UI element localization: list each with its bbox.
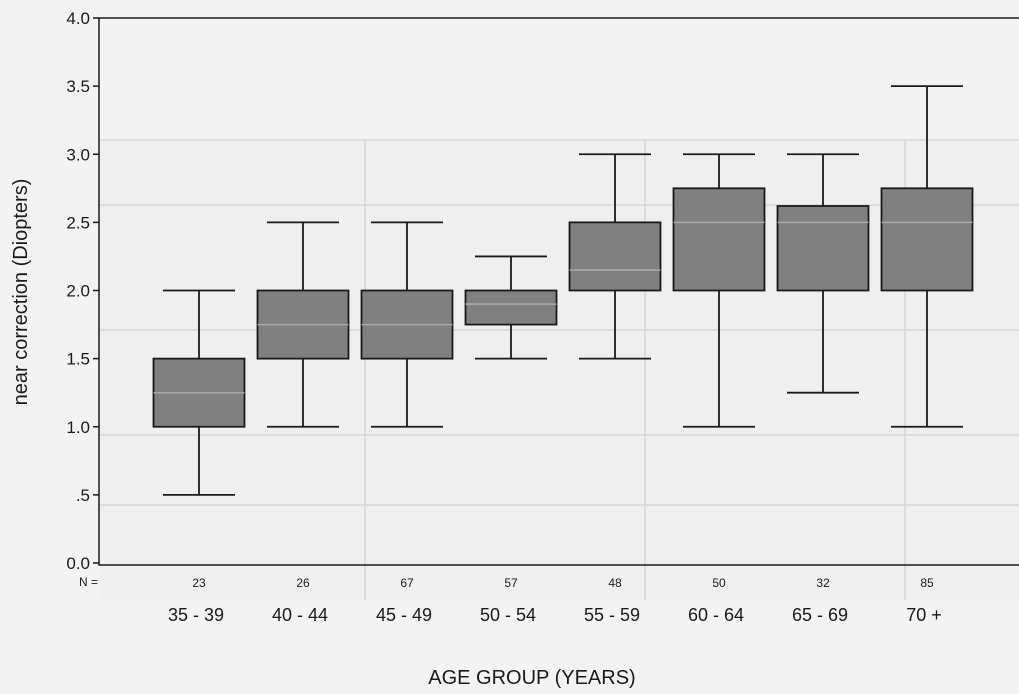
box-45-49 [360,221,454,428]
iqr-box [464,289,558,326]
x-tick-label: 55 - 59 [584,605,640,625]
n-label: N = [79,575,98,589]
y-tick-label: .5 [76,486,90,505]
iqr-box [672,187,766,292]
y-tick-label: 4.0 [66,9,90,28]
iqr-box [568,221,662,292]
x-axis-label: AGE GROUP (YEARS) [428,667,635,689]
n-count: 85 [920,576,934,590]
x-axis: N = 23 35 - 39 26 40 - 44 67 45 - 49 57 50 - 54 4… [79,575,942,625]
y-tick-label: 1.0 [66,418,90,437]
x-tick-label: 50 - 54 [480,605,536,625]
y-tick-label: 2.0 [66,282,90,301]
x-tick-label: 45 - 49 [376,605,432,625]
box-35-39 [152,289,246,496]
y-tick-label: 3.5 [66,77,90,96]
x-tick-label: 65 - 69 [792,605,848,625]
box-60-64 [672,153,766,428]
iqr-box [880,187,974,292]
n-count: 67 [400,576,414,590]
n-count: 26 [296,576,310,590]
n-count: 32 [816,576,830,590]
box-70plus [880,85,974,428]
box-65-69 [776,153,870,394]
box-series [152,85,974,496]
y-tick-label: 2.5 [66,213,90,232]
x-tick-label: 70 + [906,605,942,625]
y-tick-label: 1.5 [66,350,90,369]
y-tick-label: 3.0 [66,145,90,164]
n-count: 48 [608,576,622,590]
box-55-59 [568,153,662,360]
y-axis-label: near correction (Diopters) [10,179,32,406]
n-count: 23 [192,576,206,590]
x-tick-label: 60 - 64 [688,605,744,625]
y-tick-label: 0.0 [66,554,90,573]
y-axis: 0.0 .5 1.0 1.5 2.0 2.5 3.0 3.5 4.0 [66,9,99,573]
n-count: 50 [712,576,726,590]
x-tick-label: 40 - 44 [272,605,328,625]
x-tick-label: 35 - 39 [168,605,224,625]
plot-area [98,17,1019,566]
iqr-box [776,205,870,292]
box-40-44 [256,221,350,428]
n-count: 57 [504,576,518,590]
box-50-54 [464,255,558,360]
